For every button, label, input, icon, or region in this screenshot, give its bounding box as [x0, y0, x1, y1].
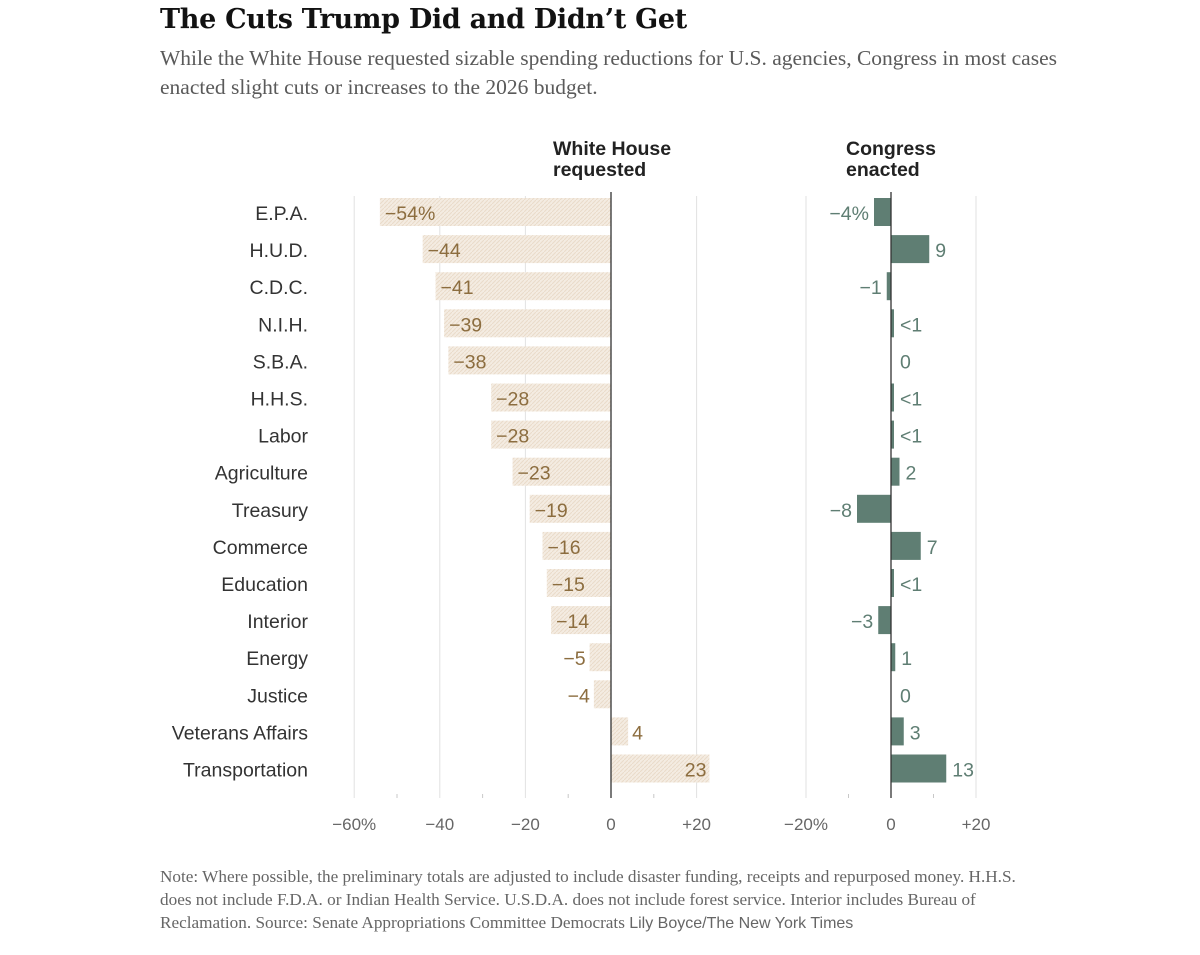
bar [551, 606, 611, 635]
category-label: H.H.S. [251, 389, 308, 411]
value-label: −38 [453, 351, 486, 373]
bar [878, 606, 891, 635]
value-label: −8 [830, 500, 852, 522]
bar [611, 717, 629, 746]
bar [891, 420, 894, 449]
value-label: −39 [449, 314, 482, 336]
bar [891, 531, 921, 560]
value-label: −14 [556, 611, 589, 633]
category-label: Agriculture [215, 463, 308, 485]
category-label: Education [221, 574, 308, 596]
bar [611, 754, 710, 783]
value-label: −23 [518, 463, 551, 485]
chart: E.P.A. H.U.D. C.D.C. N.I.H. S.B.A. H.H.S. Labo… [172, 138, 991, 834]
bar [542, 531, 611, 560]
credit: Lily Boyce/The New York Times [629, 915, 854, 932]
category-label: C.D.C. [250, 277, 309, 299]
tick-label: −60% [332, 815, 376, 834]
bar [444, 309, 611, 338]
bar [512, 457, 611, 486]
bar [891, 717, 904, 746]
value-label: 7 [927, 537, 938, 559]
bar [857, 494, 891, 523]
value-label: −28 [496, 389, 529, 411]
bar [891, 569, 894, 597]
chart-note: Note: Where possible, the preliminary to… [160, 865, 1040, 935]
bar [422, 235, 611, 264]
value-label: −44 [428, 240, 461, 262]
panel-title: enacted [846, 159, 920, 181]
bar [589, 643, 611, 672]
chart-subtitle: While the White House requested sizable … [160, 46, 1058, 99]
value-label: −54% [385, 203, 435, 225]
value-label: <1 [900, 426, 922, 448]
bar [546, 569, 611, 597]
bar [379, 198, 611, 226]
category-label: H.U.D. [250, 240, 309, 262]
panel-title: Congress [846, 138, 936, 160]
value-label: 3 [910, 722, 921, 744]
tick-label: −40 [425, 815, 454, 834]
bar [891, 457, 900, 486]
value-label: 13 [952, 760, 974, 782]
value-label: −15 [552, 574, 585, 596]
value-label: −19 [535, 500, 568, 522]
bar [491, 383, 611, 412]
category-label: Treasury [232, 500, 308, 522]
value-label: −4 [568, 685, 590, 707]
tick-label: −20% [784, 815, 828, 834]
bar [874, 198, 891, 226]
tick-label: +20 [682, 815, 711, 834]
category-label: Justice [247, 685, 308, 707]
value-label: 1 [901, 648, 912, 670]
value-label: <1 [900, 314, 922, 336]
category-label: Transportation [183, 760, 308, 782]
value-label: −41 [441, 277, 474, 299]
note-text: Note: Where possible, the preliminary to… [160, 867, 1016, 932]
value-label: 4 [632, 722, 643, 744]
category-label: S.B.A. [253, 351, 308, 373]
value-label: 23 [685, 760, 707, 782]
value-label: 2 [906, 463, 917, 485]
chart-title: The Cuts Trump Did and Didn’t Get [160, 4, 687, 35]
value-label: 9 [935, 240, 946, 262]
bar [891, 383, 894, 412]
tick-label: 0 [886, 815, 895, 834]
bar [891, 754, 947, 783]
value-label: <1 [900, 574, 922, 596]
category-label: Labor [258, 426, 308, 448]
category-label: E.P.A. [255, 203, 308, 225]
bar [593, 680, 611, 709]
category-label: Commerce [213, 537, 308, 559]
panel-title: requested [553, 159, 646, 181]
bar [891, 235, 930, 264]
value-label: −4% [829, 203, 869, 225]
bar [435, 272, 611, 301]
value-label: −1 [860, 277, 882, 299]
tick-label: −20 [511, 815, 540, 834]
category-label: Interior [247, 611, 308, 633]
bar [891, 643, 896, 672]
panel-title: White House [553, 138, 671, 160]
bar [529, 494, 611, 523]
value-label: <1 [900, 389, 922, 411]
tick-label: 0 [606, 815, 615, 834]
value-label: −16 [548, 537, 581, 559]
value-label: 0 [900, 351, 911, 373]
bar [491, 420, 611, 449]
value-label: −28 [496, 426, 529, 448]
value-label: 0 [900, 685, 911, 707]
value-label: −3 [851, 611, 873, 633]
category-label: N.I.H. [258, 314, 308, 336]
category-label: Veterans Affairs [172, 722, 308, 744]
bar [886, 272, 891, 301]
bar [448, 346, 611, 375]
bar [891, 309, 894, 338]
value-label: −5 [563, 648, 585, 670]
category-label: Energy [246, 648, 308, 670]
tick-label: +20 [962, 815, 991, 834]
